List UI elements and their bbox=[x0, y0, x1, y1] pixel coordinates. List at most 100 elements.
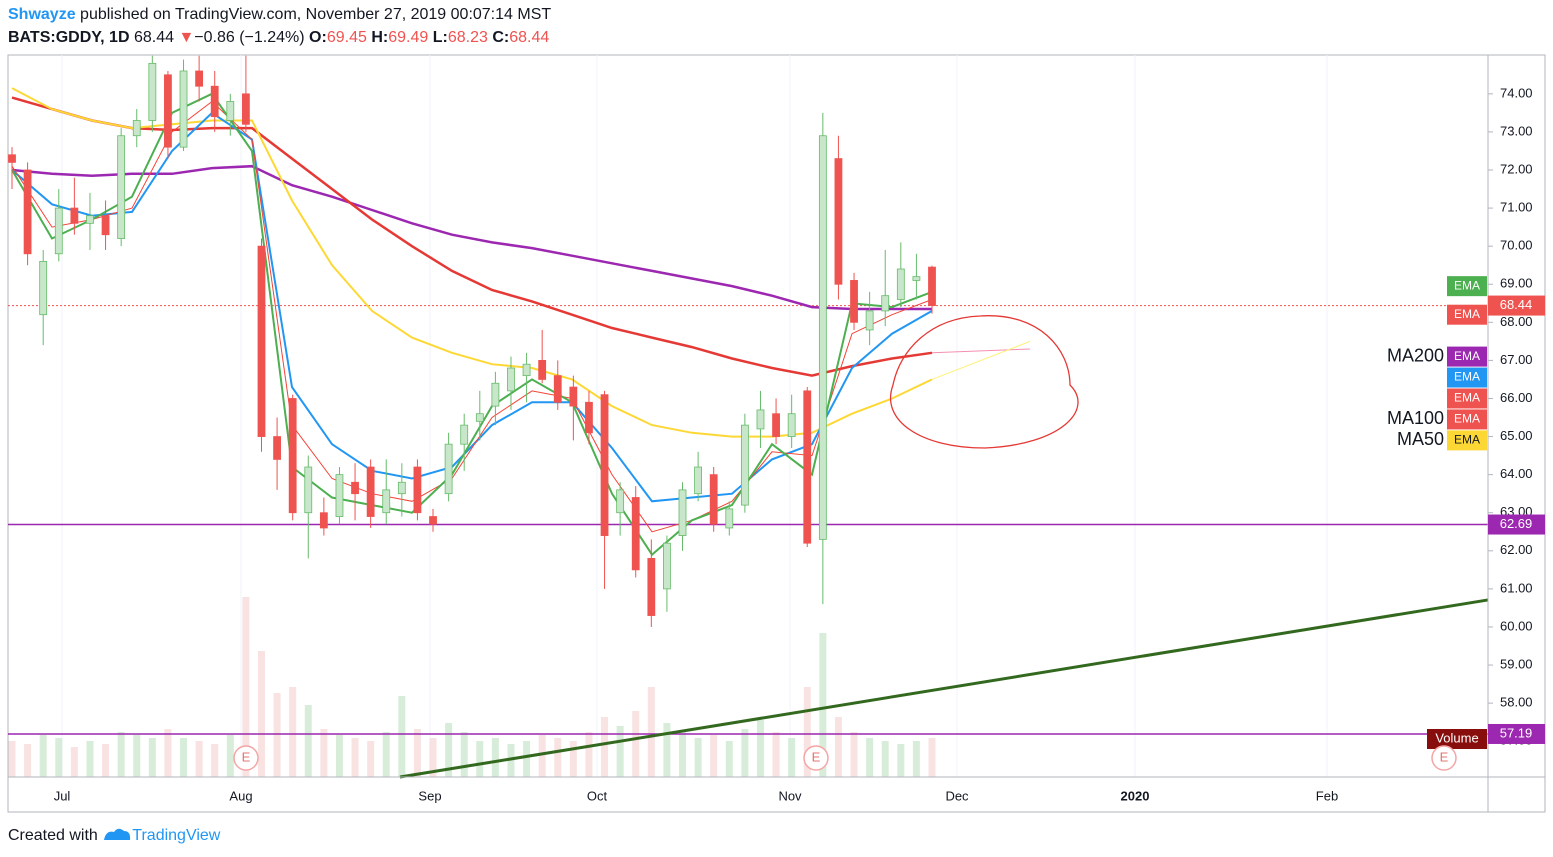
candle-body bbox=[491, 382, 500, 407]
volume-bar bbox=[616, 726, 624, 777]
created-with: Created with bbox=[8, 827, 98, 844]
indicator-box bbox=[1447, 367, 1487, 388]
indicator-label: EMA bbox=[1454, 433, 1480, 447]
candle-body bbox=[304, 466, 313, 514]
volume-bar bbox=[117, 732, 125, 777]
high: 69.49 bbox=[388, 29, 429, 46]
volume-bar bbox=[24, 744, 32, 777]
volume-bar bbox=[725, 741, 733, 777]
candle-body bbox=[896, 268, 905, 300]
candle-body bbox=[616, 489, 625, 514]
volume-label: Volume bbox=[1435, 730, 1478, 745]
volume-bar bbox=[39, 735, 47, 777]
h-label: H: bbox=[371, 29, 389, 46]
candle-body bbox=[740, 424, 749, 506]
volume-bar bbox=[413, 729, 421, 777]
candle-body bbox=[273, 436, 281, 460]
candle-body bbox=[881, 295, 890, 312]
earnings-circle bbox=[803, 745, 829, 771]
logo bbox=[104, 828, 131, 840]
x-tick-label: Feb bbox=[1316, 788, 1338, 803]
candle-body bbox=[179, 70, 188, 148]
candle-body bbox=[663, 542, 671, 590]
brand[interactable]: TradingView bbox=[132, 827, 221, 844]
volume-bar bbox=[710, 735, 718, 777]
author[interactable]: Shwayze bbox=[8, 6, 76, 23]
volume-bar bbox=[367, 741, 375, 777]
earnings-marker: E bbox=[1440, 749, 1449, 764]
y-tick-label: 68.00 bbox=[1500, 314, 1533, 329]
trend-line bbox=[399, 598, 1489, 779]
l-label: L: bbox=[432, 29, 448, 46]
candle-body bbox=[39, 260, 48, 316]
published: published on TradingView.com, November 2… bbox=[75, 6, 552, 23]
y-tick-label: 64.00 bbox=[1500, 466, 1533, 481]
volume-bar bbox=[756, 720, 764, 777]
x-tick-label: 2020 bbox=[1121, 788, 1150, 803]
y-tick-label: 69.00 bbox=[1500, 276, 1533, 291]
volume-bar bbox=[491, 738, 499, 777]
candle-body bbox=[413, 466, 422, 514]
indicator-name: MA50 bbox=[1397, 429, 1444, 449]
candle-body bbox=[195, 70, 204, 87]
y-tick-label: 70.00 bbox=[1500, 238, 1533, 253]
candle-body bbox=[756, 409, 765, 430]
candle-body bbox=[694, 466, 703, 495]
candle-body bbox=[818, 135, 827, 540]
price-label-box bbox=[1488, 723, 1545, 744]
close: 68.44 bbox=[509, 29, 550, 46]
candle-body bbox=[803, 390, 812, 544]
arrow: ▼ bbox=[178, 29, 195, 46]
y-tick-label: 61.00 bbox=[1500, 580, 1533, 595]
volume-bar bbox=[55, 738, 63, 777]
o-label: O: bbox=[309, 29, 327, 46]
volume-bar bbox=[102, 744, 110, 777]
candle-body bbox=[397, 481, 406, 495]
volume-bar bbox=[601, 717, 609, 777]
last: 68.44 bbox=[133, 29, 174, 46]
x-tick-label: Dec bbox=[945, 788, 969, 803]
volume-bar bbox=[647, 687, 655, 777]
candle-body bbox=[54, 207, 63, 255]
volume-bar bbox=[398, 696, 406, 777]
volume-bar bbox=[741, 729, 749, 777]
candle-body bbox=[787, 413, 796, 437]
volume-bar bbox=[70, 747, 78, 777]
volume-bar bbox=[928, 738, 936, 777]
candle-body bbox=[475, 413, 484, 422]
y-tick-label: 65.00 bbox=[1500, 428, 1533, 443]
c-label: C: bbox=[492, 29, 510, 46]
volume-bar bbox=[460, 732, 468, 777]
volume-bar bbox=[694, 738, 702, 777]
y-tick-label: 72.00 bbox=[1500, 161, 1533, 176]
candle-body bbox=[335, 474, 344, 517]
candle-body bbox=[319, 512, 328, 529]
volume-bar bbox=[257, 651, 265, 777]
candle-body bbox=[912, 276, 921, 281]
volume-bar bbox=[133, 735, 141, 777]
x-tick-label: Jul bbox=[54, 788, 71, 803]
volume-bar bbox=[866, 738, 874, 777]
volume-bar bbox=[881, 741, 889, 777]
frame bbox=[7, 54, 1546, 813]
y-tick-label: 73.00 bbox=[1500, 123, 1533, 138]
x-tick-label: Nov bbox=[778, 788, 802, 803]
candle-body bbox=[351, 481, 359, 495]
indicator-name: MA200 bbox=[1387, 345, 1444, 365]
candle-body bbox=[86, 215, 94, 224]
volume-bar bbox=[320, 729, 328, 777]
candle-body bbox=[101, 215, 110, 236]
volume-bar bbox=[211, 744, 219, 777]
earnings-marker: E bbox=[812, 749, 821, 764]
volume-bar bbox=[476, 741, 484, 777]
volume-bar bbox=[569, 741, 577, 777]
volume-bar bbox=[850, 732, 858, 777]
volume-bar bbox=[195, 741, 203, 777]
volume-bar bbox=[164, 729, 172, 777]
volume-bar bbox=[226, 735, 234, 777]
earnings-marker: E bbox=[242, 749, 251, 764]
indicator-label: EMA bbox=[1454, 349, 1480, 363]
candle-body bbox=[257, 245, 266, 437]
candle-body bbox=[382, 489, 391, 514]
earnings-circle bbox=[1431, 745, 1457, 771]
